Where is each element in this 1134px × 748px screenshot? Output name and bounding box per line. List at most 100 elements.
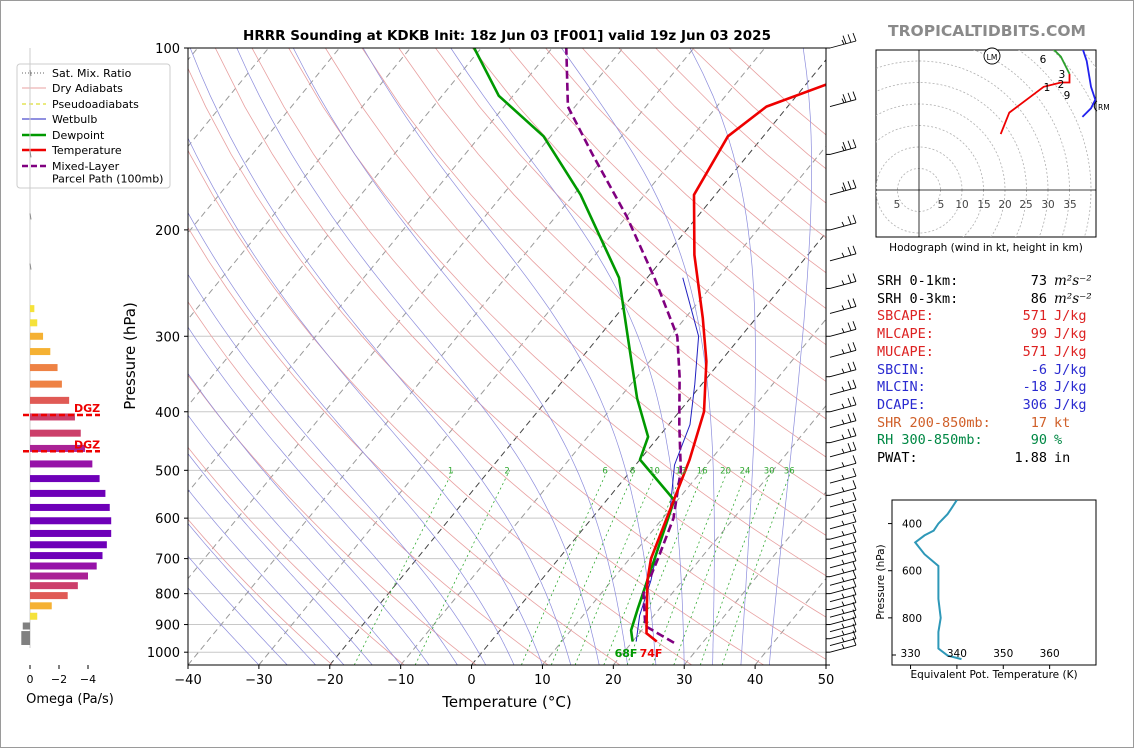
barb-flag [847, 92, 852, 102]
index-value: 571 [1022, 343, 1047, 360]
omega-bar [29, 151, 32, 158]
index-label: SRH 0-3km: [877, 290, 959, 307]
omega-tick-label: 0 [27, 673, 34, 686]
surface-dewpoint-label: 68F [615, 647, 638, 660]
legend-item: Temperature [22, 144, 122, 157]
wind-barb [829, 552, 857, 569]
barb-half [841, 630, 845, 636]
dgz-label: DGZ [74, 402, 100, 415]
omega-bar [30, 562, 97, 570]
wind-barb [829, 427, 857, 444]
wind-barb [829, 491, 857, 508]
index-label: RH 300-850mb: [877, 432, 983, 449]
hodograph-frame [875, 49, 1097, 238]
omega-tick-label: −2 [51, 673, 67, 686]
barb-flag [847, 413, 852, 423]
mixing-ratio-label: 6 [602, 467, 607, 477]
barb-flag [852, 91, 857, 100]
barb-half [841, 448, 845, 454]
dgz-label: DGZ [74, 438, 100, 451]
barb-flag [852, 179, 857, 189]
moist-adiabat [188, 555, 288, 665]
storm-motion-lm-marker [983, 47, 1001, 65]
omega-bar [30, 517, 112, 525]
index-value: -6 [1030, 361, 1047, 378]
hodograph-ring-label: 20 [998, 199, 1011, 211]
index-label: MLCIN: [877, 379, 926, 396]
hodograph-ring-label: 35 [1063, 199, 1076, 211]
barb-half [841, 98, 845, 103]
barb-flag [852, 586, 857, 595]
index-value: 571 [1022, 308, 1047, 325]
moist-adiabat [188, 453, 373, 665]
omega-bar [30, 396, 70, 404]
theta-e-x-tick-label: 330 [901, 648, 921, 660]
barb-flag [847, 299, 852, 308]
index-unit: J/kg [1054, 326, 1087, 343]
theta-e-xlabel: Equivalent Pot. Temperature (K) [910, 669, 1077, 681]
omega-bar [30, 612, 38, 620]
barb-flag [852, 467, 857, 477]
barb-flag [847, 428, 852, 438]
barb-flag [847, 322, 852, 331]
barb-flag [852, 455, 857, 464]
isotherm [188, 48, 624, 580]
wind-barb [829, 524, 857, 540]
dry-adiabat [251, 48, 826, 618]
barb-half [841, 593, 845, 599]
index-label: MLCAPE: [877, 326, 934, 343]
dry-adiabat [188, 226, 621, 665]
wind-barb [829, 602, 857, 618]
barb-flag [852, 379, 857, 388]
wind-barb [829, 513, 857, 530]
barb-flag [852, 609, 857, 618]
barb-flag [852, 361, 857, 370]
hodograph-labels: 5 5 10 15 20 25 30 35 631 29 LM RM [894, 47, 1110, 211]
wind-barb [829, 298, 857, 314]
barb-flag [852, 427, 857, 436]
moist-adiabat [188, 326, 458, 665]
wind-barb [829, 214, 857, 231]
mixing-ratio-label: 20 [720, 467, 731, 477]
mixing-ratio-line [521, 470, 608, 665]
index-row: SBCIN: -6 J/kg [877, 362, 1092, 380]
index-row: MLCAPE: 99 J/kg [877, 326, 1092, 344]
omega-xlabel: Omega (Pa/s) [26, 692, 114, 707]
legend-box [16, 63, 171, 189]
barb-half [841, 577, 845, 582]
barb-half [841, 601, 845, 606]
omega-bar [30, 460, 93, 468]
mixing-ratio-line [353, 470, 454, 665]
dry-adiabat [188, 301, 549, 665]
barb-half [841, 623, 845, 629]
isotherm [542, 318, 826, 665]
barb-flag [852, 32, 857, 42]
hodograph-height-label: 1 [1044, 82, 1051, 94]
omega-bar [30, 348, 51, 356]
moist-adiabat [188, 587, 260, 665]
barb-flag [852, 561, 857, 570]
index-unit: J/kg [1054, 308, 1087, 325]
x-tick-label: −10 [387, 673, 414, 688]
index-row: SBCAPE: 571 J/kg [877, 308, 1092, 326]
wind-barb [829, 594, 857, 610]
index-label: PWAT: [877, 450, 918, 466]
index-unit: kt [1054, 414, 1071, 431]
barb-flag [852, 480, 857, 489]
index-unit: m²s⁻² [1054, 290, 1092, 307]
legend-label: Sat. Mix. Ratio [52, 67, 132, 80]
barb-shaft [829, 222, 857, 231]
barb-shaft [829, 594, 857, 603]
wind-barb [829, 455, 857, 471]
wind-barb [829, 630, 857, 646]
isotherm [612, 404, 826, 665]
x-tick-label: −20 [316, 673, 343, 688]
dry-adiabat [325, 48, 826, 536]
index-unit: J/kg [1054, 343, 1087, 360]
barb-shaft [829, 187, 857, 196]
y-tick-label: 1000 [147, 646, 180, 661]
wind-barb [829, 412, 857, 429]
moist-adiabat [768, 48, 812, 665]
omega-bar [29, 263, 32, 270]
